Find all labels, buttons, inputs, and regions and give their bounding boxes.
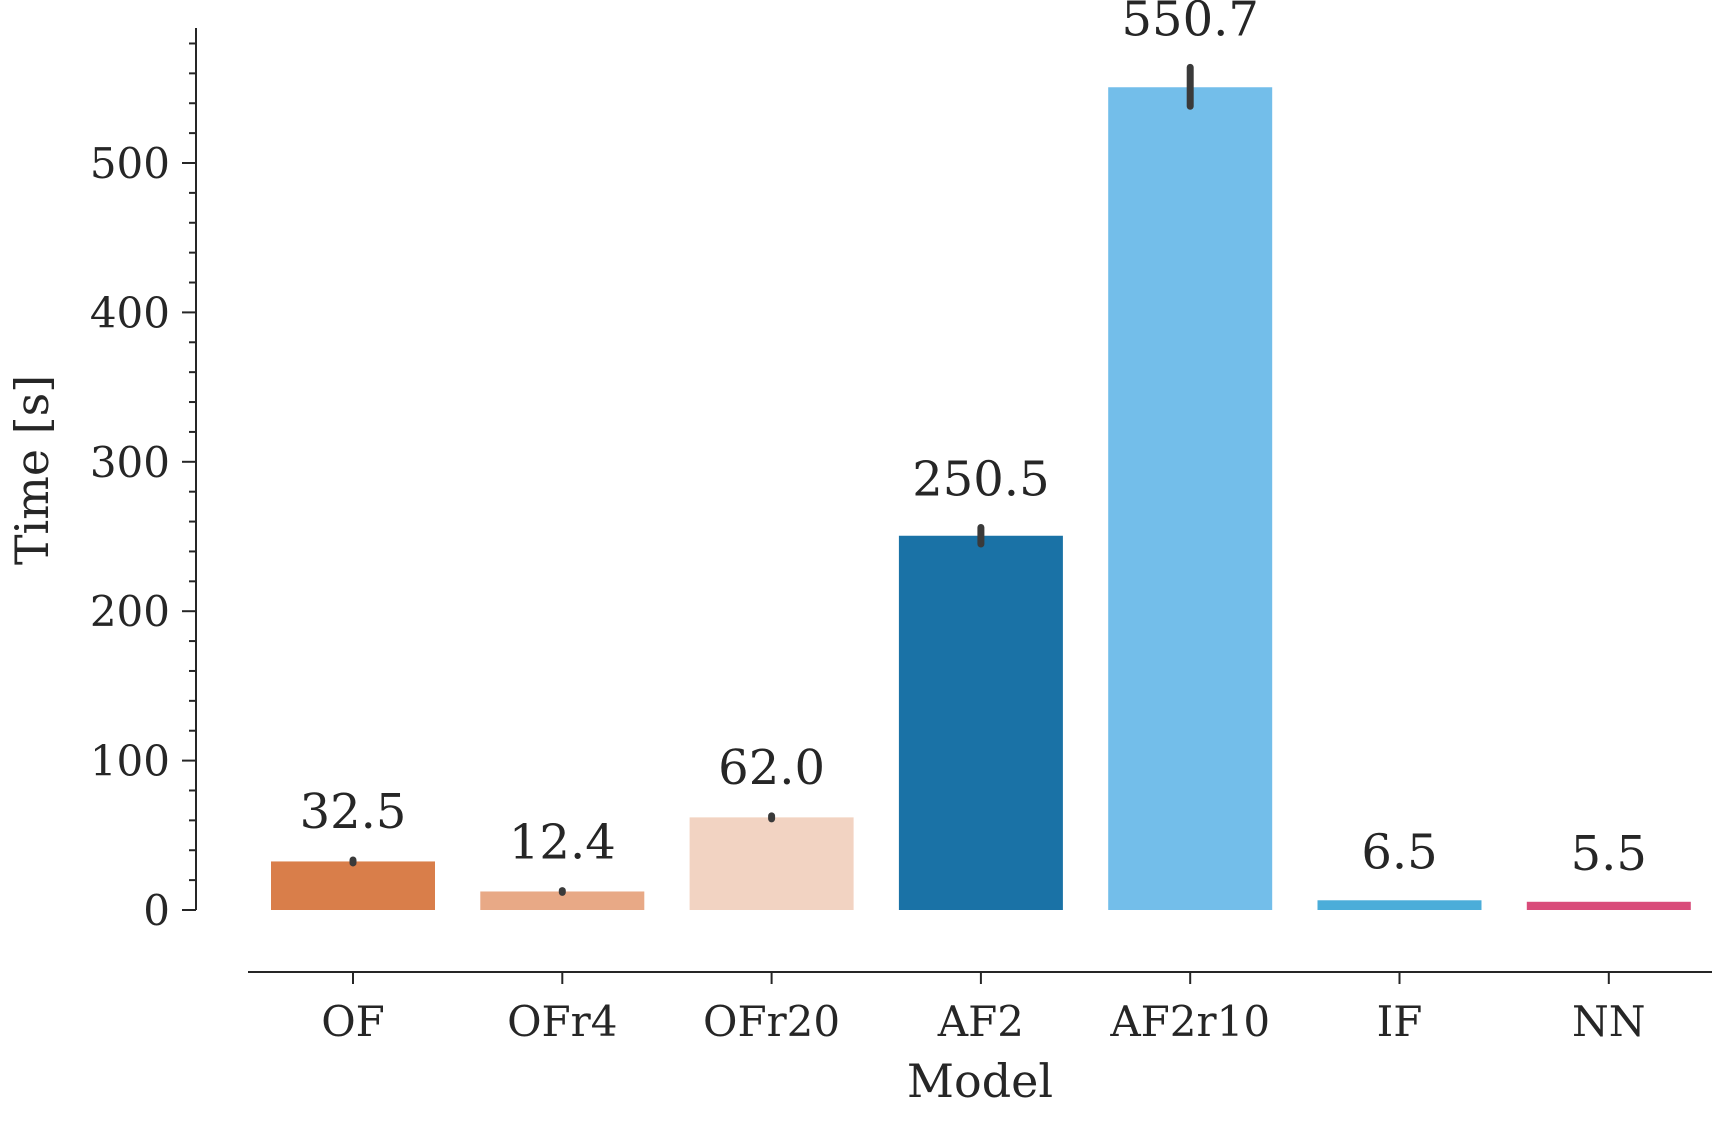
data-label-ofr20: 62.0 [718,740,825,796]
data-label-af2r10: 550.7 [1121,0,1258,47]
y-tick-label: 200 [90,587,170,636]
y-tick-label: 0 [143,886,170,935]
x-tick-label-af2r10: AF2r10 [1109,997,1270,1046]
bar-if [1317,900,1482,910]
y-axis-title: Time [s] [5,375,59,565]
x-tick-label-nn: NN [1572,997,1646,1046]
x-tick-label-ofr4: OFr4 [507,997,617,1046]
x-tick-label-if: IF [1377,997,1423,1046]
bar-af2 [898,535,1063,910]
data-label-nn: 5.5 [1571,826,1647,882]
y-tick-label: 300 [90,438,170,487]
x-axis: OF OFr4 OFr20 AF2 AF2r10 IF NN [248,971,1712,1046]
bar-nn [1526,901,1691,910]
bar-ofr4 [480,891,645,910]
bar-ofr20 [689,817,854,910]
y-tick-label: 100 [90,737,170,786]
data-label-if: 6.5 [1361,824,1437,880]
bars [271,87,1691,910]
data-label-of: 32.5 [300,784,407,840]
bar-af2r10 [1108,87,1273,910]
y-tick-label: 500 [90,139,170,188]
error-bars [349,63,1194,896]
x-axis-title: Model [907,1054,1053,1108]
x-tick-label-ofr20: OFr20 [703,997,840,1046]
data-label-af2: 250.5 [912,452,1049,508]
y-tick-label: 400 [90,288,170,337]
x-tick-label-af2: AF2 [937,997,1024,1046]
x-tick-label-of: OF [321,997,385,1046]
data-label-ofr4: 12.4 [509,815,616,871]
data-labels: 32.5 12.4 62.0 250.5 550.7 6.5 5.5 [300,0,1647,882]
bar-of [271,861,435,910]
y-axis: 0 100 200 300 400 500 [90,28,197,935]
